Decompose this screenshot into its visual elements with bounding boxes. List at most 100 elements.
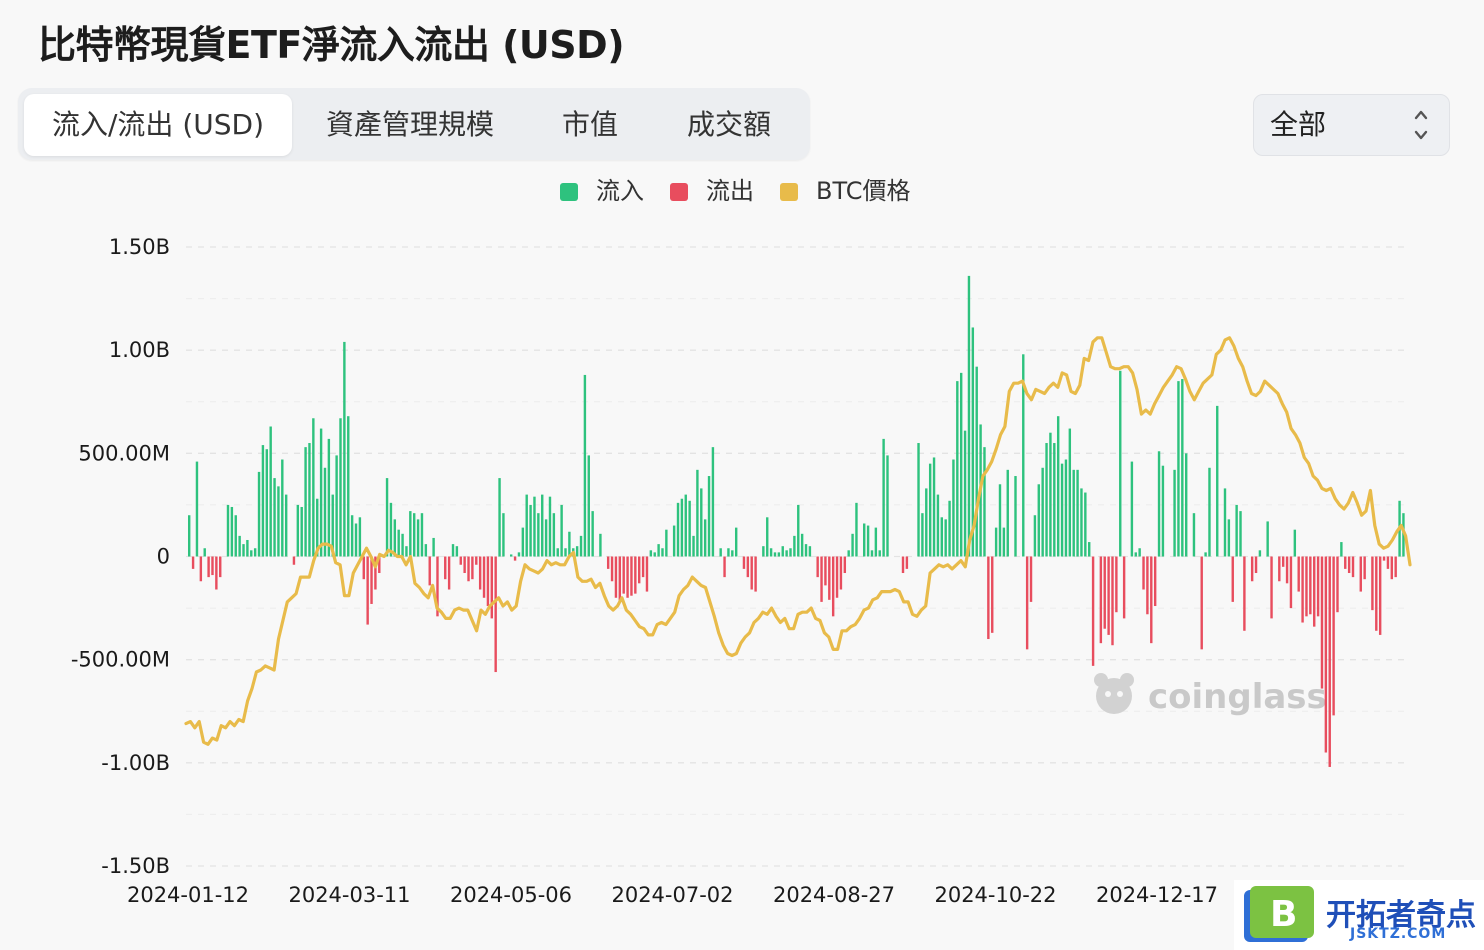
inflow-bar	[1239, 511, 1242, 557]
inflow-bar	[230, 506, 234, 557]
outflow-bar	[610, 556, 614, 582]
inflow-bar	[959, 372, 963, 557]
inflow-bar	[1045, 443, 1048, 557]
y-axis-labels: 1.50B 1.00B 500.00M 0 -500.00M -1.00B -1.50B	[71, 235, 170, 878]
outflow-bar	[482, 556, 486, 598]
inflow-bar	[700, 488, 703, 557]
outflow-bar	[490, 556, 493, 619]
y-tick-label: -500.00M	[71, 648, 170, 672]
inflow-bar	[409, 511, 412, 557]
x-axis-labels: 2024-01-12 2024-03-11 2024-05-06 2024-07-02…	[127, 883, 1380, 907]
outflow-bar	[750, 556, 753, 590]
outflow-bar	[1375, 556, 1378, 631]
tab-volume[interactable]: 成交額	[686, 108, 771, 141]
inflow-bar	[886, 455, 889, 557]
page-title: 比特幣現貨ETF淨流入流出 (USD)	[38, 23, 625, 67]
x-tick-label: 2024-08-27	[773, 883, 895, 907]
inflow-bar	[703, 519, 707, 557]
inflow-bar	[319, 428, 323, 557]
inflow-bar	[672, 525, 676, 557]
inflow-bar	[971, 327, 975, 557]
inflow-bar	[242, 544, 245, 557]
outflow-bar	[746, 556, 750, 578]
inflow-bar	[1185, 453, 1188, 557]
btc-price-line	[184, 336, 1412, 746]
inflow-bar	[1173, 469, 1176, 557]
inflow-bar	[994, 527, 998, 557]
outflow-bar	[478, 556, 482, 590]
coinglass-logo-icon	[1094, 673, 1134, 714]
inflow-bar	[300, 506, 303, 557]
inflow-bar	[734, 527, 738, 557]
inflow-bar	[917, 443, 920, 557]
inflow-bar	[405, 546, 408, 557]
outflow-bar	[816, 556, 819, 578]
outflow-bar	[987, 556, 990, 640]
watermark-text: coinglass	[1148, 677, 1327, 717]
outflow-bar	[626, 556, 629, 598]
inflow-bar	[1049, 432, 1052, 557]
inflow-bar	[874, 527, 878, 557]
outflow-bar	[1115, 556, 1118, 613]
inflow-bar	[948, 500, 951, 557]
inflow-bar	[684, 494, 687, 557]
outflow-bar	[1250, 556, 1254, 582]
outflow-bar	[1142, 556, 1145, 590]
inflow-bar	[688, 500, 691, 557]
tab-aum[interactable]: 資產管理規模	[325, 108, 494, 141]
outflow-bar	[191, 556, 195, 569]
outflow-bar	[1289, 556, 1293, 609]
inflow-bar	[719, 548, 722, 557]
inflow-bar	[1223, 488, 1227, 557]
tab-market-cap[interactable]: 市值	[561, 108, 618, 141]
inflow-bar	[568, 531, 571, 557]
outflow-bar	[905, 556, 909, 569]
inflow-bar	[389, 502, 393, 557]
inflow-bar	[327, 438, 331, 557]
outflow-bar	[1103, 556, 1106, 629]
inflow-bar	[696, 469, 699, 557]
outflow-bar	[820, 556, 823, 602]
inflow-bar	[680, 498, 684, 557]
inflow-bar	[284, 494, 288, 557]
inflow-bar	[253, 548, 257, 557]
outflow-bar	[471, 556, 474, 580]
inflow-bar	[952, 459, 955, 557]
legend-swatch-inflow	[560, 183, 578, 201]
inflow-bar	[878, 550, 881, 557]
outflow-bar	[618, 556, 622, 602]
inflow-bar	[556, 548, 559, 557]
outflow-bar	[835, 556, 839, 598]
inflow-bar	[925, 488, 928, 557]
outflow-bar	[630, 556, 633, 596]
outflow-bar	[1332, 556, 1335, 716]
outflow-bar	[1243, 556, 1246, 631]
x-tick-label: 2024-07-02	[611, 883, 733, 907]
tab-flows[interactable]: 流入/流出 (USD)	[24, 94, 292, 156]
outflow-bar	[467, 556, 470, 582]
inflow-bar	[308, 443, 311, 557]
inflow-bar	[312, 418, 315, 557]
inflow-bar	[195, 461, 199, 557]
inflow-bar	[257, 471, 261, 557]
outflow-bar	[1301, 556, 1304, 623]
inflow-bar	[273, 478, 276, 557]
inflow-bar	[863, 523, 866, 557]
inflow-bar	[1041, 467, 1044, 557]
outflow-bar	[211, 556, 214, 576]
inflow-bar	[1138, 548, 1141, 557]
inflow-bar	[1258, 550, 1262, 557]
outflow-bar	[378, 556, 381, 574]
outflow-bar	[1122, 556, 1126, 619]
inflow-bar	[793, 535, 796, 557]
inflow-bar	[277, 486, 280, 557]
inflow-bar	[963, 430, 967, 557]
svg-text:B: B	[1270, 894, 1297, 935]
outflow-bar	[828, 556, 831, 600]
inflow-bar	[808, 546, 812, 557]
inflow-bar	[1006, 469, 1009, 557]
inflow-bar	[583, 374, 587, 557]
outflow-bar	[1359, 556, 1362, 592]
fund-select[interactable]: 全部	[1253, 94, 1450, 156]
outflow-bar	[1270, 556, 1273, 619]
